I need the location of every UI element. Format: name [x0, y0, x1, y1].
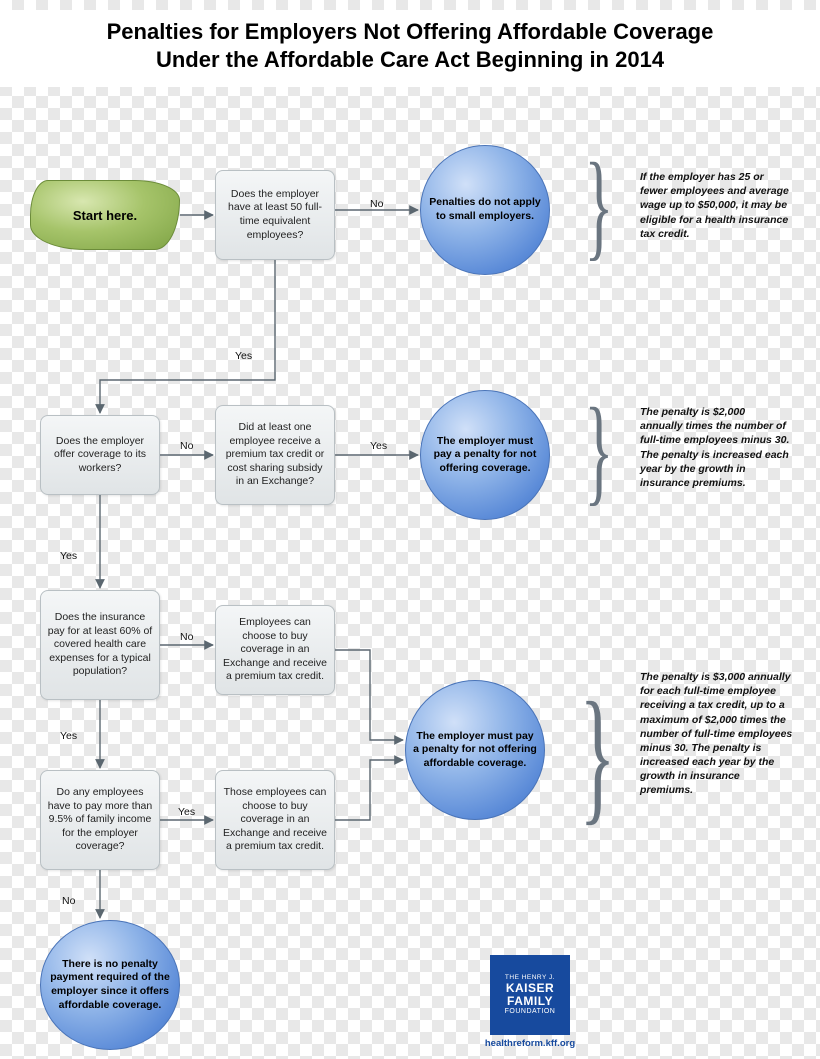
title-line2: Under the Affordable Care Act Beginning … [156, 47, 664, 72]
q3-label: Did at least one employee receive a prem… [222, 421, 328, 489]
result-penalty-affordable: The employer must pay a penalty for not … [405, 680, 545, 820]
label-q1-yes: Yes [235, 350, 252, 362]
flow-arrows [0, 0, 820, 1059]
question-50-employees: Does the employer have at least 50 full-… [215, 170, 335, 260]
logo-line2a: KAISER [506, 982, 554, 995]
brace-1: } [585, 145, 594, 265]
r4-label: There is no penalty payment required of … [47, 958, 173, 1013]
q1-label: Does the employer have at least 50 full-… [222, 188, 328, 243]
r3-label: The employer must pay a penalty for not … [412, 730, 538, 771]
start-label: Start here. [73, 208, 137, 223]
question-9-5-percent: Do any employees have to pay more than 9… [40, 770, 160, 870]
question-premium-credit: Did at least one employee receive a prem… [215, 405, 335, 505]
label-q3-yes: Yes [370, 440, 387, 452]
brace-2: } [585, 390, 594, 510]
logo-line2b: FAMILY [507, 995, 553, 1008]
label-q4-yes: Yes [60, 730, 77, 742]
r1-label: Penalties do not apply to small employer… [427, 196, 543, 223]
footer-url: healthreform.kff.org [475, 1038, 585, 1049]
n1-label: If the employer has 25 or fewer employee… [640, 171, 789, 240]
label-q4-no: No [180, 631, 193, 643]
result-small-employers: Penalties do not apply to small employer… [420, 145, 550, 275]
note-tax-credit: If the employer has 25 or fewer employee… [640, 170, 790, 241]
result-no-penalty: There is no penalty payment required of … [40, 920, 180, 1050]
n3-label: The penalty is $3,000 annually for each … [640, 671, 792, 796]
page-title: Penalties for Employers Not Offering Aff… [0, 10, 820, 87]
q6-label: Do any employees have to pay more than 9… [47, 786, 153, 854]
r2-label: The employer must pay a penalty for not … [427, 435, 543, 476]
note-penalty-3000: The penalty is $3,000 annually for each … [640, 670, 795, 798]
result-penalty-no-coverage: The employer must pay a penalty for not … [420, 390, 550, 520]
label-q6-yes: Yes [178, 806, 195, 818]
note-penalty-2000: The penalty is $2,000 annually times the… [640, 405, 790, 490]
title-line1: Penalties for Employers Not Offering Aff… [107, 19, 714, 44]
label-q1-no: No [370, 198, 383, 210]
question-60-percent: Does the insurance pay for at least 60% … [40, 590, 160, 700]
q7-label: Those employees can choose to buy covera… [222, 786, 328, 854]
start-node: Start here. [30, 180, 180, 250]
label-q2-no: No [180, 440, 193, 452]
q2-label: Does the employer offer coverage to its … [47, 435, 153, 476]
q5-label: Employees can choose to buy coverage in … [222, 616, 328, 684]
brace-3: } [580, 680, 589, 830]
those-employees-exchange: Those employees can choose to buy covera… [215, 770, 335, 870]
label-q6-no: No [62, 895, 75, 907]
n2-label: The penalty is $2,000 annually times the… [640, 406, 789, 489]
logo-line3: FOUNDATION [505, 1008, 556, 1016]
question-offer-coverage: Does the employer offer coverage to its … [40, 415, 160, 495]
q4-label: Does the insurance pay for at least 60% … [47, 611, 153, 679]
label-q2-yes: Yes [60, 550, 77, 562]
kaiser-logo: THE HENRY J. KAISER FAMILY FOUNDATION [490, 955, 570, 1035]
employees-choose-exchange: Employees can choose to buy coverage in … [215, 605, 335, 695]
